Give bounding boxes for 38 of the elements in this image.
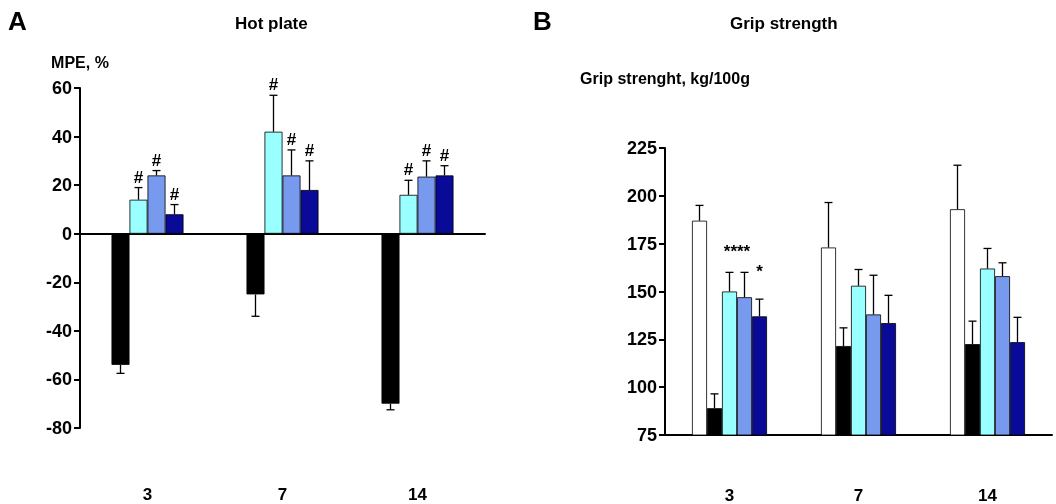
- annotation: #: [286, 129, 297, 149]
- annotation: #: [151, 150, 162, 170]
- y-tick-label: 225: [626, 138, 657, 158]
- y-axis-title: Grip strenght, kg/100g: [580, 69, 750, 87]
- y-tick-label: 100: [626, 377, 657, 398]
- annotation: ****: [723, 242, 751, 262]
- annotation: #: [403, 160, 414, 180]
- y-tick-label: -60: [45, 369, 72, 390]
- y-tick-label: 200: [626, 185, 657, 206]
- y-tick-label: -80: [45, 418, 72, 438]
- x-tick-label: 7: [277, 485, 288, 504]
- annotation: #: [439, 145, 450, 165]
- y-tick-label: 75: [636, 425, 657, 445]
- x-tick-label: 3: [724, 486, 735, 504]
- text: B: [533, 6, 552, 36]
- y-tick-label: 60: [51, 78, 72, 98]
- y-tick-label: 40: [51, 126, 72, 147]
- annotation: #: [304, 140, 315, 160]
- annotation: #: [421, 140, 432, 160]
- y-tick-label: 0: [61, 223, 72, 244]
- y-axis-title: MPE, %: [51, 53, 109, 71]
- chart-title: Hot plate: [235, 14, 308, 33]
- chart-title: Grip strength: [730, 14, 838, 33]
- y-tick-label: 150: [626, 281, 657, 302]
- y-tick-label: 125: [626, 329, 657, 350]
- annotation: #: [169, 184, 180, 204]
- annotation: *: [756, 262, 764, 282]
- annotation: #: [133, 167, 144, 187]
- y-tick-label: 20: [51, 175, 72, 196]
- y-tick-label: 175: [626, 233, 657, 254]
- y-tick-label: -20: [45, 272, 72, 293]
- text: A: [8, 6, 27, 36]
- annotation: #: [268, 75, 279, 95]
- x-tick-label: 14: [408, 485, 428, 504]
- x-tick-label: 7: [853, 486, 864, 504]
- y-tick-label: -40: [45, 320, 72, 341]
- x-tick-label: 3: [142, 485, 153, 504]
- x-tick-label: 14: [978, 486, 998, 504]
